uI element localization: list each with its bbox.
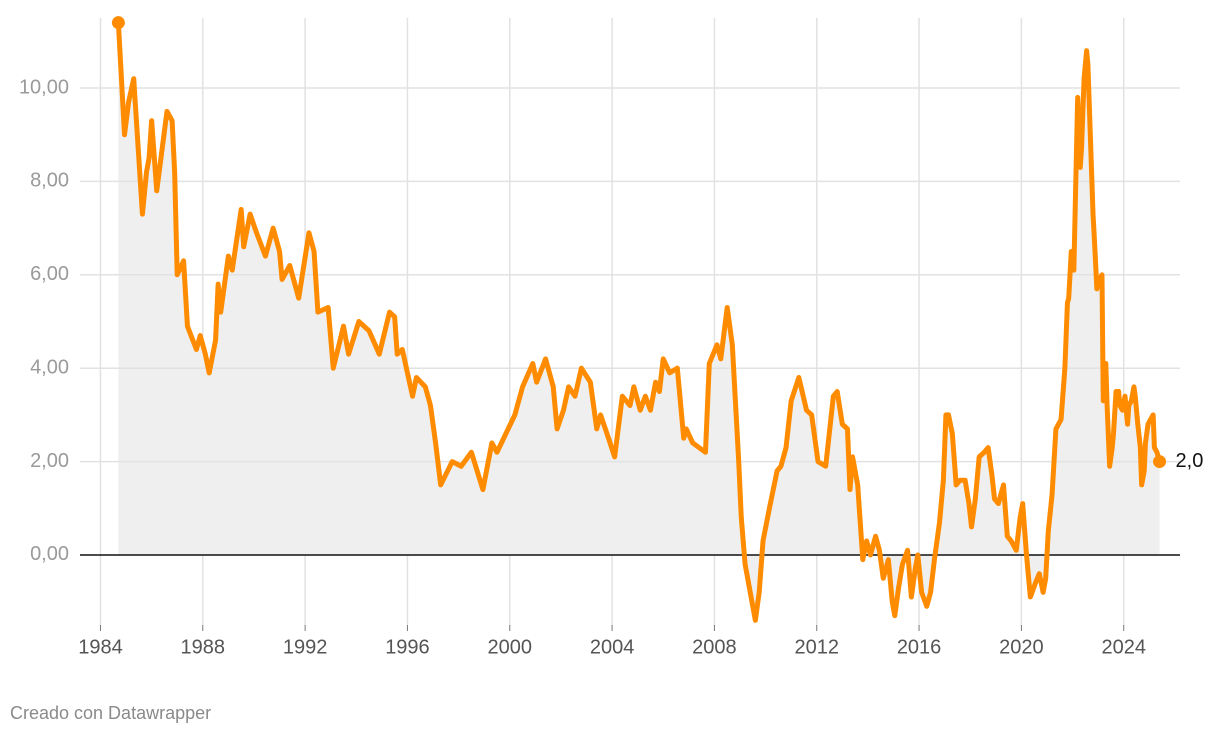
area [118,22,1160,621]
x-tick-label: 1992 [283,636,328,658]
y-tick-label: 10,00 [19,76,69,98]
y-tick-label: 8,00 [30,170,69,192]
line [115,20,1163,623]
value-label: 2,0 [1176,450,1204,472]
x-tick-label: 1984 [78,636,123,658]
end-dot [1153,455,1167,469]
x-tick-label: 2024 [1101,636,1146,658]
x-tick-label: 2016 [897,636,942,658]
x-tick-label: 2012 [794,636,839,658]
x-tick-label: 1988 [181,636,226,658]
y-tick-label: 2,00 [30,450,69,472]
x-tick-label: 2004 [590,636,635,658]
x-tick-label: 2000 [488,636,533,658]
x-tick-label: 2008 [692,636,737,658]
x-tick-label: 2020 [999,636,1044,658]
credit: Creado con Datawrapper [10,703,211,723]
x-tick-label: 1996 [385,636,430,658]
y-tick-label: 6,00 [30,263,69,285]
end-dot [111,16,125,30]
y-tick-label: 0,00 [30,543,69,565]
y-tick-label: 4,00 [30,356,69,378]
